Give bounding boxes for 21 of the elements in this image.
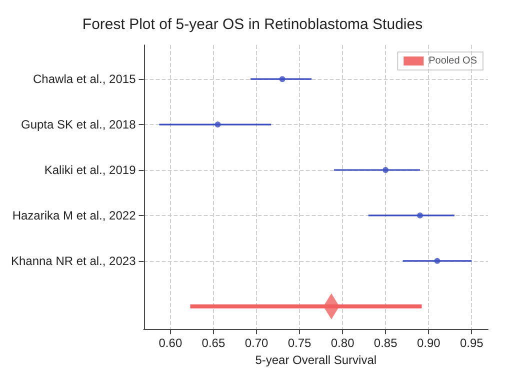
y-tick-label: Hazarika M et al., 2022 xyxy=(12,208,136,222)
y-tick-label: Gupta SK et al., 2018 xyxy=(21,118,136,132)
y-tick-label: Chawla et al., 2015 xyxy=(33,72,136,86)
legend-label: Pooled OS xyxy=(428,56,478,66)
x-tick-label: 0.95 xyxy=(460,336,484,350)
point xyxy=(382,167,389,173)
x-tick-label: 0.65 xyxy=(202,336,226,350)
point xyxy=(214,122,221,128)
x-tick-label: 0.85 xyxy=(374,336,398,350)
x-tick-label: 0.80 xyxy=(330,336,355,350)
point xyxy=(417,212,424,218)
x-tick-label: 0.70 xyxy=(244,336,268,350)
y-tick-label: Kaliki et al., 2019 xyxy=(44,163,136,178)
x-tick-label: 0.60 xyxy=(158,336,182,350)
y-tick-label: Khanna NR et al., 2023 xyxy=(10,254,136,268)
x-axis-title: 5-year Overall Survival xyxy=(255,353,377,367)
point xyxy=(279,76,286,82)
x-tick-label: 0.75 xyxy=(288,336,312,350)
chart-title: Forest Plot of 5-year OS in Retinoblastoma Studies xyxy=(82,16,423,33)
x-tick-label: 0.90 xyxy=(416,336,441,350)
point xyxy=(434,258,440,264)
